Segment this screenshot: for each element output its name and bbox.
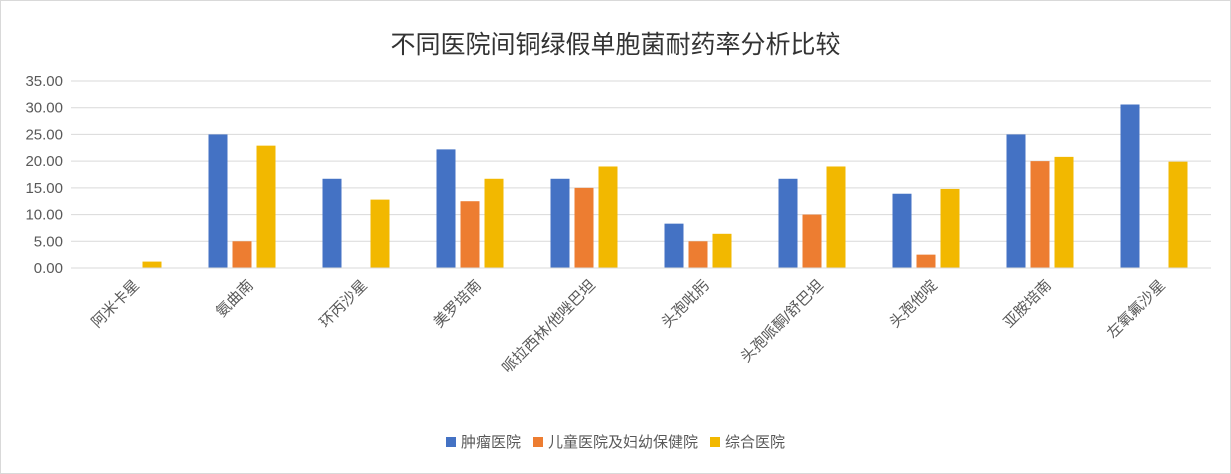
bar-3-10 xyxy=(1168,161,1188,268)
legend-swatch xyxy=(710,436,720,447)
y-tick-label: 30.00 xyxy=(25,100,63,117)
legend-label: 综合医院 xyxy=(725,434,786,451)
bar-3-1 xyxy=(142,261,162,268)
y-tick-label: 25.00 xyxy=(25,126,63,143)
bar-1-3 xyxy=(322,178,342,268)
bar-3-5 xyxy=(598,166,618,268)
bar-2-4 xyxy=(460,201,480,268)
legend-label: 肿瘤医院 xyxy=(460,434,521,451)
bar-1-6 xyxy=(664,223,684,268)
bar-2-2 xyxy=(232,241,252,268)
legend-swatch xyxy=(445,436,456,447)
bar-2-8 xyxy=(916,254,936,268)
x-tick-label: 头孢吡肟 xyxy=(658,277,712,331)
legend-swatch xyxy=(532,436,543,447)
x-tick-label: 美罗培南 xyxy=(430,277,484,331)
bar-1-4 xyxy=(436,149,456,268)
x-tick-label: 哌拉西林/他唑巴坦 xyxy=(499,277,599,377)
bar-2-5 xyxy=(574,187,594,268)
bar-3-2 xyxy=(256,145,276,268)
x-tick-label: 环丙沙星 xyxy=(316,277,370,331)
bar-3-6 xyxy=(712,233,732,268)
x-tick-label: 阿米卡星 xyxy=(88,277,142,331)
y-tick-label: 10.00 xyxy=(25,207,63,224)
bar-series xyxy=(142,104,1188,268)
bar-3-7 xyxy=(826,166,846,268)
legend-item: 综合医院 xyxy=(710,431,785,452)
chart-title: 不同医院间铜绿假单胞菌耐药率分析比较 xyxy=(390,30,841,59)
legend-item: 肿瘤医院 xyxy=(445,431,521,452)
y-tick-label: 0.00 xyxy=(34,260,63,277)
bar-2-9 xyxy=(1030,161,1050,268)
bar-3-4 xyxy=(484,178,504,268)
bar-1-2 xyxy=(208,134,228,268)
bar-1-10 xyxy=(1120,104,1140,268)
x-axis: 阿米卡星 氨曲南 环丙沙星 美罗培南 哌拉西林/他唑巴坦 头孢吡肟 头孢哌酮/舒巴坦 头孢他啶… xyxy=(71,267,1211,377)
x-tick-label: 亚胺培南 xyxy=(1000,277,1054,331)
bar-1-5 xyxy=(550,178,570,268)
x-tick-label: 头孢他啶 xyxy=(886,277,940,331)
legend-item: 儿童医院及妇幼保健院 xyxy=(532,431,698,452)
bar-1-8 xyxy=(892,193,912,268)
y-axis: 0.00 5.00 10.00 15.00 20.00 25.00 30.00 35.00 xyxy=(25,73,63,277)
x-tick-label: 左氧氟沙星 xyxy=(1104,277,1169,342)
chart-legend: 肿瘤医院 儿童医院及妇幼保健院 综合医院 xyxy=(1,431,1230,452)
legend-label: 儿童医院及妇幼保健院 xyxy=(547,434,698,451)
bar-1-9 xyxy=(1006,134,1026,268)
x-tick-label: 氨曲南 xyxy=(213,277,257,321)
bar-2-7 xyxy=(802,214,822,268)
y-tick-label: 20.00 xyxy=(25,153,63,170)
y-tick-label: 35.00 xyxy=(25,73,63,90)
x-tick-label: 头孢哌酮/舒巴坦 xyxy=(738,277,827,366)
bar-3-3 xyxy=(370,199,390,268)
y-tick-label: 15.00 xyxy=(25,180,63,197)
y-tick-label: 5.00 xyxy=(34,233,63,250)
bar-3-8 xyxy=(940,188,960,268)
bar-2-6 xyxy=(688,241,708,268)
bar-3-9 xyxy=(1054,156,1074,268)
chart-plot: 0.00 5.00 10.00 15.00 20.00 25.00 30.00 35.00 阿… xyxy=(25,73,1211,377)
bar-1-7 xyxy=(778,178,798,268)
